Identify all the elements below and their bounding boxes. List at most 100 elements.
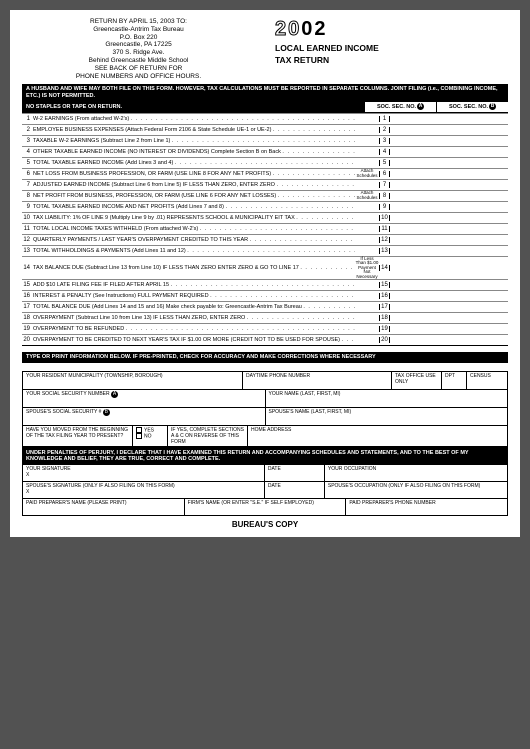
line-18: 18 OVERPAYMENT (Subtract Line 10 from Lin… <box>22 312 508 323</box>
line-desc: QUARTERLY PAYMENTS / LAST YEAR'S OVERPAY… <box>33 236 355 244</box>
line-num: 16 <box>22 293 33 299</box>
line-desc: TAXABLE W-2 EARNINGS (Subtract Line 2 fr… <box>33 137 355 145</box>
line-3: 3TAXABLE W-2 EARNINGS (Subtract Line 2 f… <box>22 135 508 146</box>
soc-a-label: SOC. SEC. NO. <box>377 104 416 110</box>
line-desc: TOTAL TAXABLE EARNED INCOME (Add Lines 3… <box>33 159 355 167</box>
soc-header: NO STAPLES OR TAPE ON RETURN. SOC. SEC. … <box>22 102 508 113</box>
soc-b-label: SOC. SEC. NO. <box>449 104 488 110</box>
line-num: 3 <box>22 138 33 144</box>
return-l2: Greencastle-Antrim Tax Bureau <box>22 26 255 34</box>
circle-b-icon: B <box>489 103 496 110</box>
line-desc: TAX LIABILITY: 1% OF LINE 9 (Multiply Li… <box>33 214 355 222</box>
home-label: HOME ADDRESS <box>251 427 504 433</box>
line-num: 5 <box>22 160 33 166</box>
line-num: 10 <box>22 215 33 221</box>
line-desc: INTEREST & PENALTY (See Instructions) FU… <box>33 292 355 300</box>
dpt-label: DPT <box>445 373 463 379</box>
muni-label: YOUR RESIDENT MUNICIPALITY (TOWNSHIP, BO… <box>26 373 239 379</box>
line-num-2: 13 <box>379 248 390 254</box>
moved-label: HAVE YOU MOVED FROM THE BEGINNING OF THE… <box>26 427 129 439</box>
name-label: YOUR NAME (LAST, FIRST, MI) <box>269 391 505 397</box>
census-label: CENSUS <box>470 373 504 379</box>
line-desc: OVERPAYMENT (Subtract Line 10 from Line … <box>33 314 355 322</box>
line-num: 2 <box>22 127 33 133</box>
tax-form: RETURN BY APRIL 15, 2003 TO: Greencastle… <box>10 10 520 537</box>
line-num: 6 <box>22 171 33 177</box>
line-attach: Attach Schedules <box>355 191 379 200</box>
line-desc: TAX BALANCE DUE (Subtract Line 13 from L… <box>33 264 355 272</box>
line-num-2: 14 <box>379 265 390 271</box>
line-items: 1W-2 EARNINGS (From attached W-2's) 12EM… <box>22 113 508 347</box>
return-l3: P.O. Box 220 <box>22 34 255 42</box>
sp-sig-x: X <box>26 489 261 495</box>
circle-b2-icon: B <box>103 409 110 416</box>
footer: BUREAU'S COPY <box>22 520 508 529</box>
line-num-2: 15 <box>379 282 390 288</box>
return-address: RETURN BY APRIL 15, 2003 TO: Greencastle… <box>22 18 255 80</box>
form-title-2: TAX RETURN <box>275 55 508 65</box>
line-desc: NET LOSS FROM BUSINESS PROFESSION, OR FA… <box>33 170 355 178</box>
yes-checkbox[interactable] <box>136 427 142 433</box>
header: RETURN BY APRIL 15, 2003 TO: Greencastle… <box>22 18 508 80</box>
line-desc: TOTAL LOCAL INCOME TAXES WITHHELD (From … <box>33 225 355 233</box>
line-desc: TOTAL TAXABLE EARNED INCOME AND NET PROF… <box>33 203 355 211</box>
return-l8: PHONE NUMBERS AND OFFICE HOURS. <box>22 73 255 81</box>
taxoffice-label: TAX OFFICE USE ONLY <box>395 373 438 385</box>
line-num: 4 <box>22 149 33 155</box>
signature-section: YOUR SIGNATUREX DATE YOUR OCCUPATION SPO… <box>22 465 508 516</box>
line-num: 17 <box>22 304 33 310</box>
prep-label: PAID PREPARER'S NAME (PLEASE PRINT) <box>26 500 181 506</box>
line-num: 1 <box>22 116 33 122</box>
no-checkbox[interactable] <box>136 433 142 439</box>
year-title: 2002 LOCAL EARNED INCOME TAX RETURN <box>275 18 508 80</box>
line-num: 11 <box>22 226 33 232</box>
line-14: 14TAX BALANCE DUE (Subtract Line 13 from… <box>22 256 508 280</box>
circle-a-icon: A <box>417 103 424 110</box>
line-num: 20 <box>22 337 33 343</box>
line-num-2: 7 <box>379 182 390 188</box>
line-20: 20OVERPAYMENT TO BE CREDITED TO NEXT YEA… <box>22 334 508 345</box>
perjury-bar: UNDER PENALTIES OF PERJURY, I DECLARE TH… <box>22 448 508 465</box>
spouse-name-label: SPOUSE'S NAME (LAST, FIRST, MI) <box>269 409 505 415</box>
line-num-2: 17 <box>379 304 390 310</box>
line-16: 16INTEREST & PENALTY (See Instructions) … <box>22 290 508 301</box>
line-desc: OVERPAYMENT TO BE CREDITED TO NEXT YEAR'… <box>33 336 355 344</box>
info-section: YOUR RESIDENT MUNICIPALITY (TOWNSHIP, BO… <box>22 371 508 448</box>
circle-a2-icon: A <box>111 391 118 398</box>
line-desc: EMPLOYEE BUSINESS EXPENSES (Attach Feder… <box>33 126 355 134</box>
no-staples: NO STAPLES OR TAPE ON RETURN. <box>22 102 364 112</box>
line-num-2: 9 <box>379 204 390 210</box>
line-num-2: 20 <box>379 337 390 343</box>
occ-label: YOUR OCCUPATION <box>328 466 504 472</box>
line-desc: W-2 EARNINGS (From attached W-2's) <box>33 115 355 123</box>
line-num: 7 <box>22 182 33 188</box>
line-6: 6NET LOSS FROM BUSINESS PROFESSION, OR F… <box>22 168 508 179</box>
line-num-2: 2 <box>379 127 390 133</box>
instruction-bar-2: TYPE OR PRINT INFORMATION BELOW. IF PRE-… <box>22 352 508 363</box>
sp-date-label: DATE <box>268 483 321 489</box>
form-title-1: LOCAL EARNED INCOME <box>275 43 508 53</box>
ssn-a-label: YOUR SOCIAL SECURITY NUMBER <box>26 391 110 397</box>
line-9: 9 TOTAL TAXABLE EARNED INCOME AND NET PRO… <box>22 201 508 212</box>
line-num-2: 8 <box>379 193 390 199</box>
line-desc: OTHER TAXABLE EARNED INCOME (NO INTEREST… <box>33 148 355 156</box>
return-l6: Behind Greencastle Middle School <box>22 57 255 65</box>
line-num-2: 3 <box>379 138 390 144</box>
line-num-2: 4 <box>379 149 390 155</box>
return-l5: 370 S. Ridge Ave. <box>22 49 255 57</box>
sp-occ-label: SPOUSE'S OCCUPATION (ONLY IF ALSO FILING… <box>328 483 504 489</box>
firm-label: FIRM'S NAME (OR ENTER "S.E." IF SELF EMP… <box>188 500 343 506</box>
line-num-2: 18 <box>379 315 390 321</box>
return-l1: RETURN BY APRIL 15, 2003 TO: <box>22 18 255 26</box>
line-num: 15 <box>22 282 33 288</box>
line-num-2: 1 <box>379 116 390 122</box>
line-2: 2EMPLOYEE BUSINESS EXPENSES (Attach Fede… <box>22 124 508 135</box>
line-attach: If Less Than $1.00 Payment Not Necessary <box>355 257 379 280</box>
ssn-b-label: SPOUSE'S SOCIAL SECURITY # <box>26 409 101 415</box>
line-num-2: 5 <box>379 160 390 166</box>
line-17: 17TOTAL BALANCE DUE (Add Lines 14 and 15… <box>22 301 508 312</box>
line-num: 13 <box>22 248 33 254</box>
line-num-2: 6 <box>379 171 390 177</box>
line-num: 14 <box>22 265 33 271</box>
phone-label: DAYTIME PHONE NUMBER <box>246 373 388 379</box>
